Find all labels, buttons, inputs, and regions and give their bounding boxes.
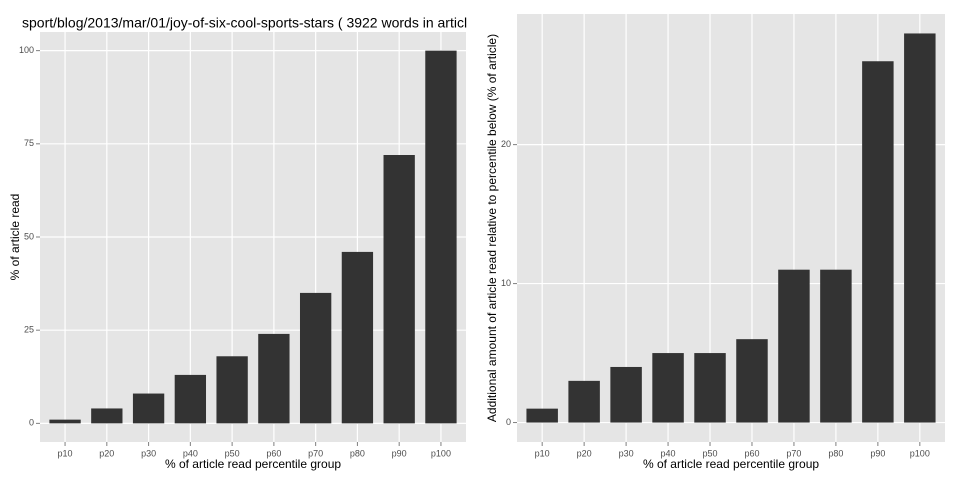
bar bbox=[652, 353, 684, 423]
x-tick-label: p100 bbox=[910, 448, 930, 458]
y-tick-label: 100 bbox=[19, 45, 34, 55]
y-axis-title: % of article read bbox=[8, 194, 22, 281]
bar bbox=[820, 269, 852, 423]
bar bbox=[425, 50, 457, 424]
chart-title: sport/blog/2013/mar/01/joy-of-six-cool-s… bbox=[22, 15, 467, 31]
bar bbox=[904, 33, 936, 423]
x-tick-label: p40 bbox=[661, 448, 676, 458]
x-tick-label: p80 bbox=[350, 448, 365, 458]
bar bbox=[341, 251, 374, 424]
x-tick-label: p90 bbox=[392, 448, 407, 458]
x-axis-title: % of article read percentile group bbox=[643, 457, 819, 471]
x-tick-label: p20 bbox=[577, 448, 592, 458]
bar bbox=[526, 408, 558, 423]
bar bbox=[383, 155, 415, 424]
y-tick-label: 75 bbox=[24, 138, 34, 148]
bar bbox=[258, 333, 290, 424]
bar bbox=[568, 380, 600, 423]
x-tick-label: p30 bbox=[141, 448, 156, 458]
y-tick-label: 50 bbox=[24, 231, 34, 241]
bar bbox=[132, 393, 165, 424]
bar bbox=[49, 419, 81, 424]
x-tick-label: p90 bbox=[870, 448, 885, 458]
bar bbox=[694, 353, 726, 423]
y-tick-label: 0 bbox=[29, 418, 34, 428]
x-tick-label: p10 bbox=[535, 448, 550, 458]
bar bbox=[91, 408, 123, 424]
x-tick-label: p70 bbox=[786, 448, 801, 458]
bar bbox=[736, 339, 768, 423]
y-tick-label: 0 bbox=[506, 417, 511, 427]
x-axis-title: % of article read percentile group bbox=[165, 457, 341, 471]
x-tick-label: p70 bbox=[308, 448, 323, 458]
x-tick-label: p10 bbox=[58, 448, 73, 458]
x-tick-label: p20 bbox=[99, 448, 114, 458]
y-tick-label: 10 bbox=[501, 278, 511, 288]
bar bbox=[299, 292, 332, 424]
x-tick-label: p60 bbox=[266, 448, 281, 458]
y-tick-label: 20 bbox=[501, 139, 511, 149]
x-tick-label: p50 bbox=[703, 448, 718, 458]
bar bbox=[862, 61, 894, 423]
x-tick-label: p30 bbox=[619, 448, 634, 458]
y-axis-title: Additional amount of article read relati… bbox=[485, 34, 499, 422]
x-tick-label: p50 bbox=[225, 448, 240, 458]
bar bbox=[778, 269, 810, 423]
y-tick-label: 25 bbox=[24, 325, 34, 335]
bar bbox=[610, 366, 642, 423]
x-tick-label: p40 bbox=[183, 448, 198, 458]
x-tick-label: p60 bbox=[744, 448, 759, 458]
x-tick-label: p80 bbox=[828, 448, 843, 458]
bar bbox=[216, 356, 248, 424]
x-tick-label: p100 bbox=[431, 448, 451, 458]
bar bbox=[174, 374, 207, 424]
